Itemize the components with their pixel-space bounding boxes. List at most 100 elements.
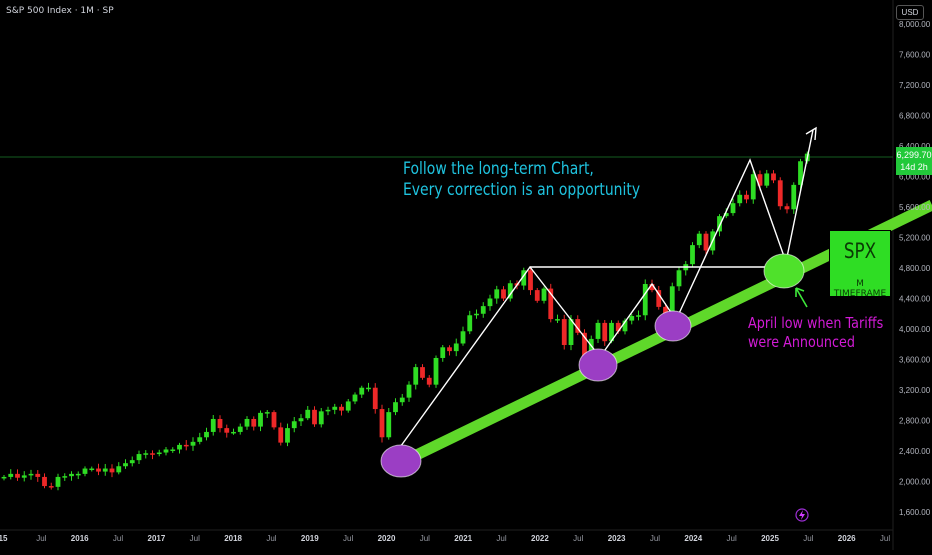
low-2020-ellipse <box>380 444 422 478</box>
candle-body <box>231 431 236 434</box>
y-tick-label: 2,800.00 <box>899 417 931 426</box>
candle-body <box>237 426 243 432</box>
candle-body <box>568 319 574 346</box>
candle-body <box>190 441 196 446</box>
low-2022-ellipse <box>578 348 618 382</box>
y-tick-label: 2,400.00 <box>899 447 931 456</box>
y-tick-label: 2,000.00 <box>899 478 931 487</box>
candle-body <box>352 394 358 402</box>
ideas-icon[interactable] <box>795 508 809 522</box>
x-tick-label: 2026 <box>838 534 856 543</box>
y-tick-label: 3,200.00 <box>899 386 931 395</box>
candle-body <box>15 473 20 478</box>
x-tick-label: Jul <box>36 534 46 543</box>
x-tick-label: 2016 <box>71 534 89 543</box>
candle-body <box>696 233 702 246</box>
pattern-lines <box>397 129 814 451</box>
candle-body <box>291 421 297 429</box>
candle-body <box>150 453 155 455</box>
candle-body <box>629 316 635 321</box>
candle-body <box>163 449 169 453</box>
y-tick-label: 5,200.00 <box>899 234 931 243</box>
candle-body <box>656 290 662 307</box>
candle-body <box>413 367 419 385</box>
candle-body <box>750 174 756 200</box>
candle-body <box>339 406 344 411</box>
candle-body <box>798 161 803 185</box>
candle-body <box>690 245 695 265</box>
x-tick-label: 2024 <box>684 534 702 543</box>
x-tick-label: 2023 <box>608 534 626 543</box>
low-2023-ellipse <box>654 310 692 342</box>
candle-body <box>55 476 61 487</box>
x-tick-label: Jul <box>880 534 890 543</box>
candle-body <box>649 284 655 291</box>
candle-body <box>615 322 621 332</box>
candle-body <box>426 377 432 385</box>
candle-body <box>717 216 722 232</box>
candle-body <box>102 468 108 472</box>
x-tick-label: 2021 <box>454 534 472 543</box>
x-tick-label: Jul <box>266 534 276 543</box>
candle-body <box>480 306 486 314</box>
candle-body <box>298 418 304 422</box>
y-tick-label: 5,600.00 <box>899 203 931 212</box>
candle-body <box>386 412 392 438</box>
spx-label-box: SPX M TIMEFRAME <box>829 230 891 299</box>
candle-body <box>636 315 641 317</box>
y-tick-label: 1,600.00 <box>899 508 931 517</box>
candle-body <box>332 406 338 410</box>
spx-timeframe: M TIMEFRAME <box>833 279 887 299</box>
candle-body <box>318 411 324 425</box>
candle-body <box>177 444 182 450</box>
candle-body <box>676 270 682 287</box>
candle-body <box>116 466 122 473</box>
candle-body <box>467 315 473 332</box>
candle-body <box>791 184 797 210</box>
candle-body <box>521 270 527 286</box>
candle-body <box>224 428 230 433</box>
candle-body <box>21 475 27 478</box>
candle-body <box>723 213 729 217</box>
candle-body <box>48 486 54 488</box>
candle-body <box>8 473 14 477</box>
candle-body <box>75 473 81 476</box>
candle-body <box>406 384 412 398</box>
candle-body <box>136 454 142 461</box>
candle-body <box>582 332 587 362</box>
last-price-value: 6,299.70 <box>896 150 932 160</box>
currency-button[interactable]: USD <box>896 5 924 20</box>
candle-body <box>642 284 648 316</box>
y-tick-label: 4,800.00 <box>899 264 931 273</box>
candle-body <box>379 409 385 438</box>
y-tick-label: 8,000.00 <box>899 20 931 29</box>
candle-body <box>528 270 533 291</box>
candle-body <box>345 401 351 411</box>
y-tick-label: 4,000.00 <box>899 325 931 334</box>
x-tick-label: Jul <box>420 534 430 543</box>
candle-body <box>757 174 763 186</box>
candle-body <box>305 409 311 419</box>
candle-body <box>622 320 628 332</box>
candle-body <box>285 428 290 443</box>
x-tick-label: Jul <box>190 534 200 543</box>
annotation-main: Follow the long-term Chart, Every correc… <box>403 159 640 201</box>
candle-body <box>217 418 223 429</box>
candle-body <box>663 306 668 315</box>
annotation-main-line2: Every correction is an opportunity <box>403 180 641 200</box>
y-tick-label: 7,600.00 <box>899 51 931 60</box>
candle-body <box>271 412 277 428</box>
symbol-title[interactable]: S&P 500 Index · 1M · SP <box>6 6 114 16</box>
candle-body <box>771 173 776 181</box>
candle-body <box>325 409 331 412</box>
target-arrowhead <box>805 126 817 141</box>
x-tick-label: Jul <box>650 534 660 543</box>
candle-body <box>393 402 398 413</box>
x-tick-label: Jul <box>803 534 813 543</box>
candle-body <box>447 347 452 352</box>
x-tick-label: Jul <box>496 534 506 543</box>
annotation-april-line2: were Announced <box>748 333 855 351</box>
candle-body <box>669 286 675 315</box>
